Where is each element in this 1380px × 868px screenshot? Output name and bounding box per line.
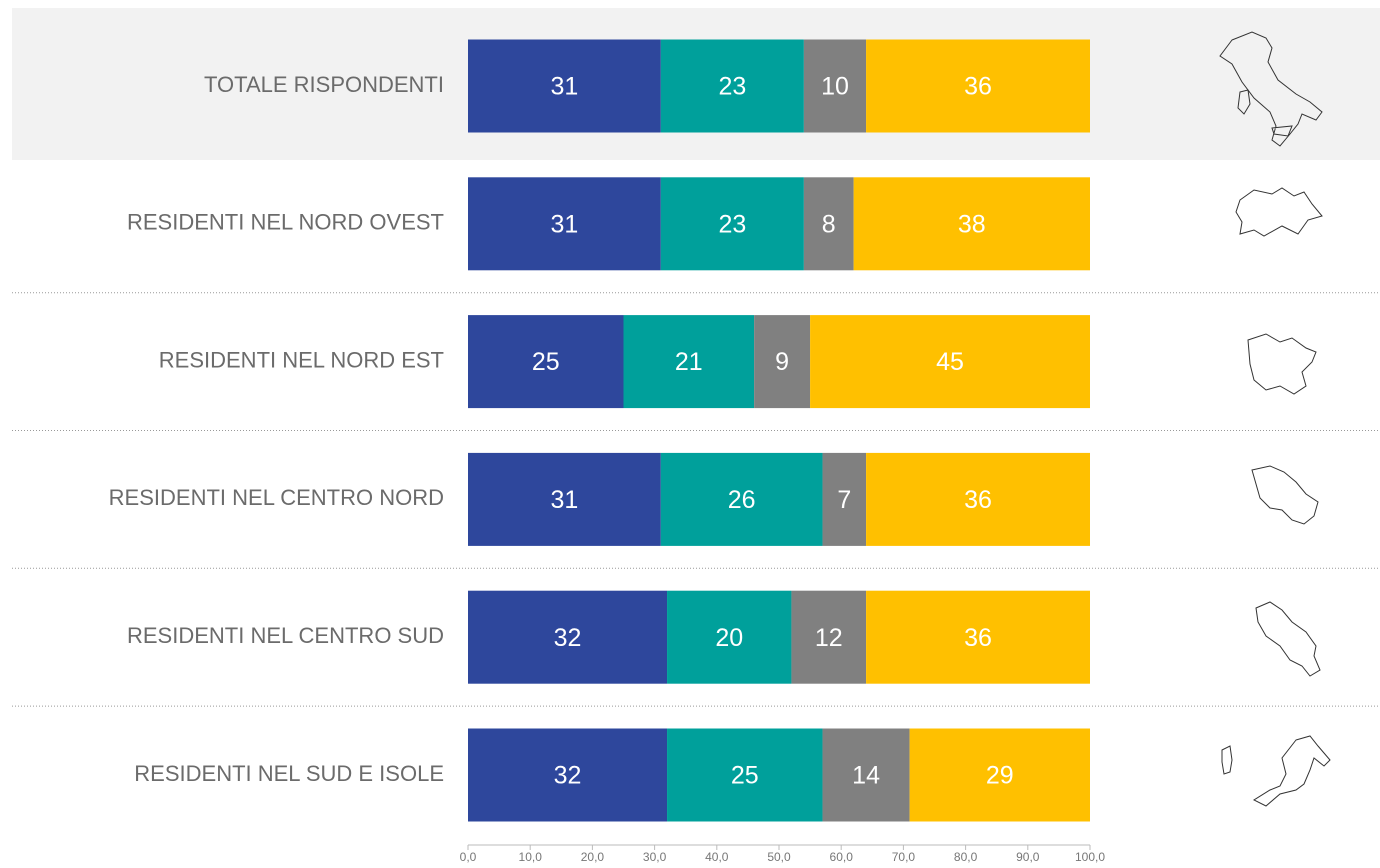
bar-segment (866, 452, 1090, 546)
value-label: 23 (718, 73, 746, 101)
value-label: 32 (554, 624, 582, 652)
value-label: 8 (822, 210, 836, 238)
value-label: 32 (554, 762, 582, 790)
bar-segment (468, 39, 661, 133)
bar-segment (822, 728, 910, 822)
bar-segment (660, 177, 804, 271)
bar-segment (822, 452, 867, 546)
value-label: 36 (964, 624, 992, 652)
category-label: RESIDENTI NEL NORD EST (159, 347, 444, 372)
category-label: RESIDENTI NEL CENTRO SUD (127, 623, 444, 648)
value-label: 25 (731, 762, 759, 790)
x-tick-label: 100,0 (1075, 850, 1105, 864)
value-label: 36 (964, 486, 992, 514)
value-label: 45 (936, 348, 964, 376)
map-icons (1219, 31, 1331, 807)
bar-segment (803, 39, 867, 133)
bar-segment (909, 728, 1090, 822)
value-label: 7 (837, 486, 851, 514)
bar-segment (660, 452, 823, 546)
category-label: RESIDENTI NEL CENTRO NORD (109, 485, 444, 510)
value-label: 21 (675, 348, 703, 376)
value-label: 20 (715, 624, 743, 652)
x-tick-label: 20,0 (581, 850, 605, 864)
bar-segment (667, 590, 792, 684)
bar-segment (803, 177, 854, 271)
x-tick-label: 30,0 (643, 850, 667, 864)
bar-segment (468, 177, 661, 271)
x-tick-label: 10,0 (519, 850, 543, 864)
value-label: 25 (532, 348, 560, 376)
bar-segment (853, 177, 1090, 271)
bar-segment (810, 315, 1090, 409)
bar-segment (667, 728, 823, 822)
bar-segment (468, 590, 668, 684)
category-label: RESIDENTI NEL NORD OVEST (127, 210, 444, 235)
bar-segment (468, 315, 624, 409)
x-tick-label: 70,0 (892, 850, 916, 864)
x-tick-label: 40,0 (705, 850, 729, 864)
bar-segment (468, 728, 668, 822)
bar-segment (791, 590, 867, 684)
x-tick-label: 90,0 (1016, 850, 1040, 864)
value-label: 26 (728, 486, 756, 514)
bar-segment (866, 590, 1090, 684)
value-label: 10 (821, 73, 849, 101)
category-label: RESIDENTI NEL SUD E ISOLE (134, 761, 444, 786)
x-tick-label: 60,0 (830, 850, 854, 864)
value-label: 31 (551, 210, 579, 238)
bar-segment (623, 315, 755, 409)
value-label: 36 (964, 73, 992, 101)
value-label: 14 (852, 762, 880, 790)
x-tick-label: 50,0 (767, 850, 791, 864)
bar-segment (754, 315, 811, 409)
category-label: TOTALE RISPONDENTI (204, 72, 444, 97)
value-label: 9 (775, 348, 789, 376)
bar-segment (660, 39, 804, 133)
value-label: 38 (958, 210, 986, 238)
value-label: 23 (718, 210, 746, 238)
x-tick-label: 80,0 (954, 850, 978, 864)
value-label: 29 (986, 762, 1014, 790)
value-label: 31 (551, 73, 579, 101)
bar-segment (866, 39, 1090, 133)
x-tick-label: 0,0 (460, 850, 477, 864)
value-label: 31 (551, 486, 579, 514)
bar-segment (468, 452, 661, 546)
value-label: 12 (815, 624, 843, 652)
